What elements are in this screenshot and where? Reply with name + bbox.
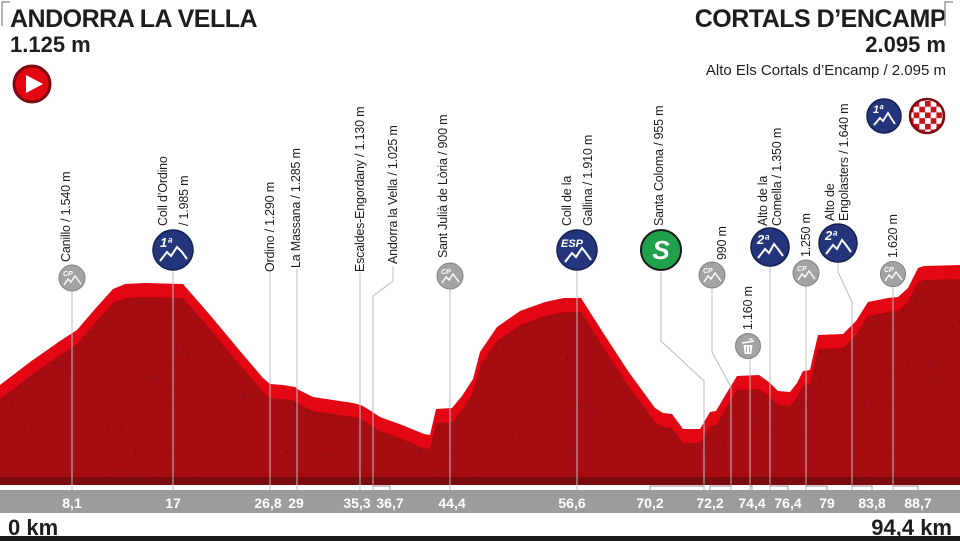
km-tick: 88,7 bbox=[904, 495, 931, 511]
finish-name: CORTALS D’ENCAMP bbox=[694, 5, 947, 33]
km-tick: 44,4 bbox=[438, 495, 465, 511]
km-tick: 8,1 bbox=[62, 495, 82, 511]
litter-zone-icon bbox=[735, 333, 761, 359]
km-tick: 74,4 bbox=[738, 495, 765, 511]
corner-mark-right bbox=[944, 1, 953, 26]
elevation-profile bbox=[0, 265, 960, 485]
km-tick: 70,2 bbox=[636, 495, 663, 511]
climb-cat2-icon: 2ª bbox=[818, 223, 858, 263]
waypoint-label-1620: 1.620 m bbox=[886, 214, 900, 258]
km-tick: 56,6 bbox=[558, 495, 585, 511]
tick-connectors bbox=[372, 483, 919, 490]
corner-mark-left bbox=[1, 1, 10, 26]
waypoint-label-santa-coloma: Santa Coloma / 955 m bbox=[652, 106, 666, 226]
finish-flag-icon bbox=[908, 97, 946, 135]
checkpoint-markers: CP CP CP CP CP bbox=[58, 259, 906, 292]
checkpoint-icon: CP bbox=[880, 261, 906, 287]
checkpoint-icon: CP bbox=[58, 264, 86, 292]
svg-text:1ª: 1ª bbox=[160, 235, 173, 250]
checkpoint-icon: CP bbox=[698, 261, 726, 289]
finish-markers: 1ª bbox=[866, 97, 946, 135]
km-tick: 83,8 bbox=[858, 495, 885, 511]
svg-text:CP: CP bbox=[797, 266, 807, 273]
waypoint-label-andorra-la-vella: Andorra la Vella / 1.025 m bbox=[386, 125, 400, 264]
finish-climb-cat1-icon: 1ª bbox=[866, 98, 902, 134]
waypoint-label-escaldes: Escaldes-Engordany / 1.130 m bbox=[353, 107, 367, 272]
svg-text:1ª: 1ª bbox=[873, 104, 884, 116]
km-tick: 26,8 bbox=[254, 495, 281, 511]
km-tick: 76,4 bbox=[774, 495, 801, 511]
km-tick: 79 bbox=[819, 495, 835, 511]
svg-text:S: S bbox=[652, 235, 670, 265]
finish-altitude: 2.095 m bbox=[865, 32, 946, 57]
km-tick: 29 bbox=[288, 495, 304, 511]
svg-text:2ª: 2ª bbox=[756, 232, 770, 247]
leader-lines bbox=[71, 262, 894, 490]
waypoint-label-comella: Alto de la bbox=[756, 176, 770, 226]
bottom-bar bbox=[0, 536, 960, 541]
svg-text:ESP: ESP bbox=[561, 238, 584, 250]
waypoint-label-coll-dordino-alt: / 1.985 m bbox=[177, 176, 191, 226]
km-tick: 17 bbox=[165, 495, 181, 511]
waypoint-label-comella-alt: Comella / 1.350 m bbox=[770, 128, 784, 226]
finish-subtitle: Alto Els Cortals d’Encamp / 2.095 m bbox=[705, 62, 946, 79]
waypoint-label-canillo: Canillo / 1.540 m bbox=[59, 172, 73, 262]
svg-text:CP: CP bbox=[441, 269, 451, 276]
km-start-label: 0 km bbox=[8, 515, 58, 540]
svg-text:2ª: 2ª bbox=[824, 228, 838, 243]
svg-text:CP: CP bbox=[884, 267, 894, 274]
climb-especial-icon: ESP bbox=[556, 229, 598, 271]
start-header: ANDORRA LA VELLA 1.125 m bbox=[10, 5, 258, 57]
climb-cat2-icon: 2ª bbox=[750, 227, 790, 267]
waypoint-label-engolasters: Alto de bbox=[823, 183, 837, 221]
waypoint-labels: Canillo / 1.540 m Coll d’Ordino / 1.985 … bbox=[59, 104, 900, 330]
km-tick: 36,7 bbox=[376, 495, 403, 511]
waypoint-label-1160: 1.160 m bbox=[741, 286, 755, 330]
waypoint-label-la-massana: La Massana / 1.285 m bbox=[289, 148, 303, 268]
start-altitude: 1.125 m bbox=[10, 32, 91, 57]
waypoint-label-1250: 1.250 m bbox=[799, 213, 813, 257]
start-name: ANDORRA LA VELLA bbox=[10, 5, 258, 33]
distance-band-bg bbox=[0, 490, 960, 513]
waypoint-label-ordino: Ordino / 1.290 m bbox=[263, 182, 277, 272]
start-play-icon bbox=[12, 64, 52, 104]
waypoint-label-990: 990 m bbox=[715, 226, 729, 260]
waypoint-label-engolasters-alt: Engolasters / 1.640 m bbox=[837, 104, 851, 221]
waypoint-label-gallina: Coll de la bbox=[560, 176, 574, 226]
climb-markers: 1ª ESP 2ª 2ª bbox=[152, 223, 858, 271]
km-tick: 35,3 bbox=[343, 495, 370, 511]
finish-header: CORTALS D’ENCAMP 2.095 m bbox=[694, 5, 947, 57]
km-tick: 72,2 bbox=[696, 495, 723, 511]
km-end-label: 94,4 km bbox=[871, 515, 952, 540]
svg-text:CP: CP bbox=[703, 268, 713, 275]
svg-text:CP: CP bbox=[63, 271, 73, 278]
sprint-icon: S bbox=[640, 229, 682, 271]
distance-band: 8,1 17 26,8 29 35,3 36,7 44,4 56,6 70,2 … bbox=[0, 490, 960, 541]
checkpoint-icon: CP bbox=[436, 262, 464, 290]
waypoint-label-gallina-alt: Gallina / 1.910 m bbox=[581, 135, 595, 226]
checkpoint-icon: CP bbox=[792, 259, 820, 287]
waypoint-label-sant-julia: Sant Julià de Lòria / 900 m bbox=[436, 115, 450, 258]
climb-cat1-icon: 1ª bbox=[152, 229, 194, 271]
waypoint-label-coll-dordino: Coll d’Ordino bbox=[156, 156, 170, 226]
profile-base-strip bbox=[0, 477, 960, 485]
